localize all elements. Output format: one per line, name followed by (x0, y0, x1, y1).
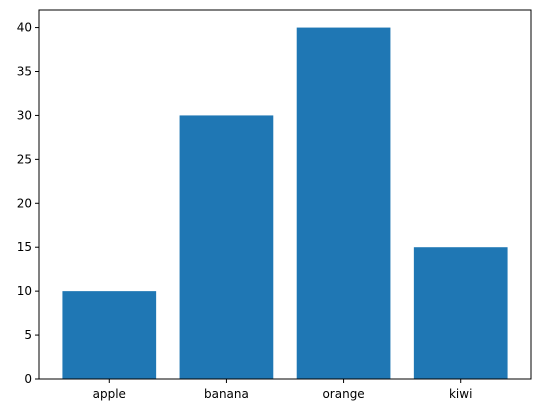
y-tick-label: 5 (24, 328, 32, 342)
y-tick-label: 0 (24, 372, 32, 386)
y-axis: 0 5 10 15 20 25 30 35 40 (17, 21, 39, 386)
bar-apple (62, 291, 157, 379)
y-tick-label: 40 (17, 21, 32, 35)
bar-kiwi (413, 247, 508, 379)
x-axis: apple banana orange kiwi (93, 379, 472, 401)
y-tick-label: 35 (17, 65, 32, 79)
x-tick-label: apple (93, 387, 126, 401)
plot-frame (38, 9, 532, 380)
y-tick-label: 25 (17, 152, 32, 166)
bars-group (62, 27, 508, 379)
x-tick-label: kiwi (449, 387, 472, 401)
x-tick-label: orange (322, 387, 364, 401)
y-tick-label: 30 (17, 108, 32, 122)
y-tick-label: 20 (17, 196, 32, 210)
bar-orange (296, 27, 391, 379)
x-tick-label: banana (204, 387, 249, 401)
bar-banana (179, 115, 274, 379)
y-tick-label: 15 (17, 240, 32, 254)
y-tick-label: 10 (17, 284, 32, 298)
